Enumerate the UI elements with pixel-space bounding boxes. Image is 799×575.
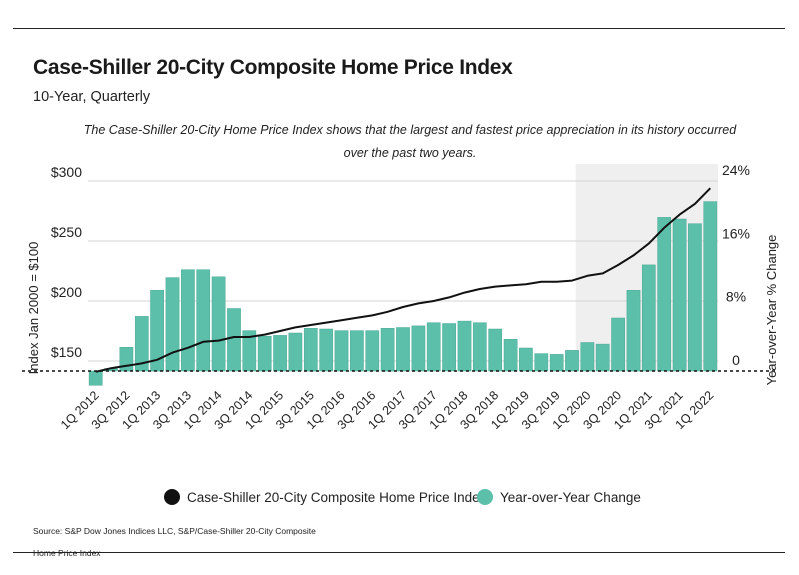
chart-subtitle: 10-Year, Quarterly (33, 89, 151, 105)
bar-3q-2020 (611, 317, 625, 372)
legend-bar-marker (477, 489, 493, 505)
bar-1q-2012 (88, 370, 103, 386)
chart-annotation: The Case-Shiller 20-City Home Price Inde… (83, 123, 737, 160)
left-tick-label: $300 (51, 164, 82, 180)
bar-3q-2017 (426, 322, 441, 372)
left-tick-label: $250 (51, 224, 82, 240)
bar-4q-2019 (565, 350, 579, 372)
index-line (95, 187, 712, 373)
bar-2q-2013 (165, 277, 180, 372)
bar-1q-2022 (703, 201, 718, 372)
bar-3q-2021 (672, 218, 687, 372)
right-tick-label: 8% (726, 289, 746, 305)
bar-3q-2019 (549, 354, 564, 372)
bar-4q-2014 (257, 335, 272, 372)
bar-4q-2021 (688, 223, 702, 372)
source-note: Source: S&P Dow Jones Indices LLC, S&P/C… (33, 526, 316, 558)
bar-1q-2021 (641, 264, 656, 372)
right-tick-label: 0 (732, 352, 740, 368)
left-tick-label: $150 (51, 344, 82, 360)
bar-2q-2017 (411, 325, 426, 372)
chart-title: Case-Shiller 20-City Composite Home Pric… (33, 56, 513, 79)
bar-1q-2014 (211, 276, 226, 372)
bar-1q-2017 (396, 327, 410, 372)
bar-2q-2020 (595, 343, 610, 372)
bar-4q-2013 (196, 269, 211, 372)
bar-1q-2015 (273, 335, 287, 372)
legend-line-label: Case-Shiller 20-City Composite Home Pric… (187, 490, 487, 505)
bar-4q-2016 (380, 328, 395, 372)
right-tick-label: 24% (722, 162, 750, 178)
bar-2q-2015 (288, 332, 303, 372)
bottom-rule (13, 552, 785, 553)
bars-layer (88, 201, 718, 386)
bar-2q-2018 (472, 322, 487, 372)
bar-1q-2016 (334, 330, 349, 372)
legend-bar-label: Year-over-Year Change (500, 490, 641, 505)
bar-1q-2013 (150, 290, 164, 372)
right-axis-label: Year-over-Year % Change (764, 235, 779, 386)
legend: Case-Shiller 20-City Composite Home Pric… (164, 489, 641, 505)
bar-2q-2016 (350, 330, 364, 372)
bar-1q-2020 (580, 342, 595, 372)
bar-2q-2021 (657, 217, 672, 372)
left-tick-label: $200 (51, 284, 82, 300)
bar-2q-2014 (227, 308, 241, 372)
left-axis-ticks: $150 $200 $250 $300 (51, 164, 82, 360)
bar-3q-2015 (303, 328, 318, 372)
bar-3q-2013 (181, 269, 195, 372)
bar-4q-2015 (319, 328, 334, 372)
bar-1q-2019 (519, 347, 533, 372)
bar-4q-2020 (626, 290, 641, 372)
index-line-layer (95, 187, 712, 373)
left-axis-label: Index Jan 2000 = $100 (26, 242, 41, 375)
bar-4q-2012 (134, 316, 149, 372)
bar-1q-2018 (457, 320, 472, 372)
bar-3q-2014 (242, 330, 257, 372)
bar-3q-2016 (365, 330, 380, 372)
right-tick-label: 16% (722, 225, 750, 241)
legend-line-marker (164, 489, 180, 505)
bar-4q-2017 (442, 323, 456, 372)
right-axis-ticks: 0 8% 16% 24% (722, 162, 750, 368)
bar-4q-2018 (503, 339, 518, 372)
bar-2q-2019 (534, 353, 549, 372)
bar-3q-2018 (488, 328, 503, 372)
top-rule (13, 28, 785, 29)
